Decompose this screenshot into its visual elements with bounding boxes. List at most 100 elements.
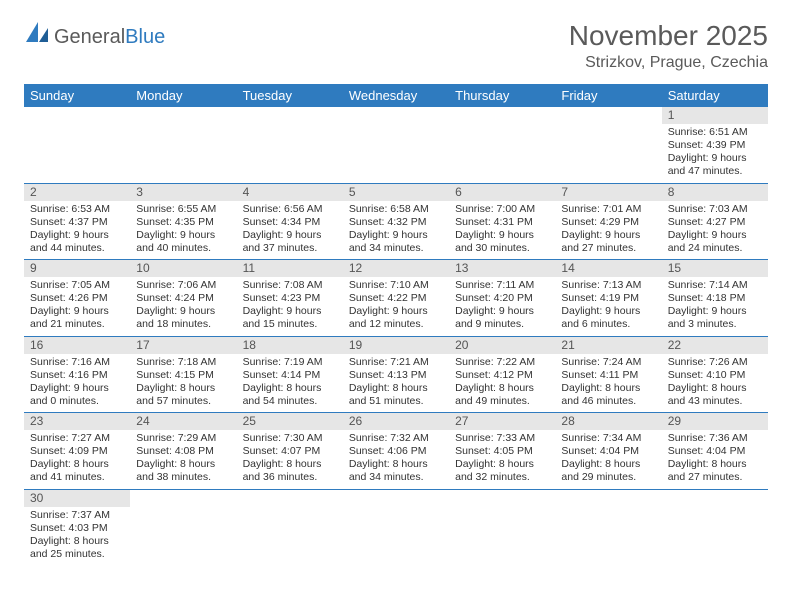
day-body: Sunrise: 7:29 AMSunset: 4:08 PMDaylight:… (130, 430, 236, 489)
day-number: 12 (343, 260, 449, 277)
calendar-cell (555, 489, 661, 565)
calendar-cell: 12Sunrise: 7:10 AMSunset: 4:22 PMDayligh… (343, 260, 449, 337)
sunrise-line: Sunrise: 7:14 AM (668, 279, 762, 292)
sunset-line: Sunset: 4:04 PM (561, 445, 655, 458)
daylight-line: Daylight: 9 hours and 24 minutes. (668, 229, 762, 255)
calendar-cell: 20Sunrise: 7:22 AMSunset: 4:12 PMDayligh… (449, 336, 555, 413)
calendar-cell (555, 107, 661, 183)
daylight-line: Daylight: 9 hours and 30 minutes. (455, 229, 549, 255)
sunset-line: Sunset: 4:34 PM (243, 216, 337, 229)
calendar-cell: 24Sunrise: 7:29 AMSunset: 4:08 PMDayligh… (130, 413, 236, 490)
day-body: Sunrise: 7:14 AMSunset: 4:18 PMDaylight:… (662, 277, 768, 336)
calendar-cell (449, 489, 555, 565)
day-number: 11 (237, 260, 343, 277)
sunset-line: Sunset: 4:32 PM (349, 216, 443, 229)
day-number: 21 (555, 337, 661, 354)
calendar-cell: 15Sunrise: 7:14 AMSunset: 4:18 PMDayligh… (662, 260, 768, 337)
day-number: 22 (662, 337, 768, 354)
calendar-cell (237, 107, 343, 183)
calendar-cell: 16Sunrise: 7:16 AMSunset: 4:16 PMDayligh… (24, 336, 130, 413)
sunrise-line: Sunrise: 7:08 AM (243, 279, 337, 292)
sunrise-line: Sunrise: 7:27 AM (30, 432, 124, 445)
calendar-cell: 18Sunrise: 7:19 AMSunset: 4:14 PMDayligh… (237, 336, 343, 413)
calendar-cell: 11Sunrise: 7:08 AMSunset: 4:23 PMDayligh… (237, 260, 343, 337)
sunset-line: Sunset: 4:05 PM (455, 445, 549, 458)
sunrise-line: Sunrise: 7:29 AM (136, 432, 230, 445)
calendar-body: 1Sunrise: 6:51 AMSunset: 4:39 PMDaylight… (24, 107, 768, 565)
sunset-line: Sunset: 4:15 PM (136, 369, 230, 382)
calendar-cell (130, 489, 236, 565)
sunset-line: Sunset: 4:22 PM (349, 292, 443, 305)
calendar-cell: 27Sunrise: 7:33 AMSunset: 4:05 PMDayligh… (449, 413, 555, 490)
weekday-header: Monday (130, 84, 236, 107)
calendar-table: SundayMondayTuesdayWednesdayThursdayFrid… (24, 84, 768, 565)
daylight-line: Daylight: 9 hours and 3 minutes. (668, 305, 762, 331)
calendar-cell (662, 489, 768, 565)
daylight-line: Daylight: 8 hours and 25 minutes. (30, 535, 124, 561)
day-number: 8 (662, 184, 768, 201)
sunrise-line: Sunrise: 7:10 AM (349, 279, 443, 292)
sunset-line: Sunset: 4:29 PM (561, 216, 655, 229)
day-number: 19 (343, 337, 449, 354)
calendar-cell: 9Sunrise: 7:05 AMSunset: 4:26 PMDaylight… (24, 260, 130, 337)
title-block: November 2025 Strizkov, Prague, Czechia (569, 20, 768, 72)
day-number: 7 (555, 184, 661, 201)
day-number: 16 (24, 337, 130, 354)
sunset-line: Sunset: 4:35 PM (136, 216, 230, 229)
calendar-row: 1Sunrise: 6:51 AMSunset: 4:39 PMDaylight… (24, 107, 768, 183)
page-title: November 2025 (569, 20, 768, 52)
day-number: 24 (130, 413, 236, 430)
daylight-line: Daylight: 8 hours and 29 minutes. (561, 458, 655, 484)
day-body: Sunrise: 7:24 AMSunset: 4:11 PMDaylight:… (555, 354, 661, 413)
header: GeneralBlue November 2025 Strizkov, Prag… (24, 20, 768, 72)
calendar-row: 30Sunrise: 7:37 AMSunset: 4:03 PMDayligh… (24, 489, 768, 565)
day-number: 9 (24, 260, 130, 277)
day-body: Sunrise: 6:55 AMSunset: 4:35 PMDaylight:… (130, 201, 236, 260)
sunset-line: Sunset: 4:08 PM (136, 445, 230, 458)
day-number: 27 (449, 413, 555, 430)
sunrise-line: Sunrise: 7:11 AM (455, 279, 549, 292)
day-body: Sunrise: 7:19 AMSunset: 4:14 PMDaylight:… (237, 354, 343, 413)
sunset-line: Sunset: 4:16 PM (30, 369, 124, 382)
calendar-row: 9Sunrise: 7:05 AMSunset: 4:26 PMDaylight… (24, 260, 768, 337)
calendar-cell: 8Sunrise: 7:03 AMSunset: 4:27 PMDaylight… (662, 183, 768, 260)
weekday-header: Wednesday (343, 84, 449, 107)
day-number: 2 (24, 184, 130, 201)
day-body: Sunrise: 6:53 AMSunset: 4:37 PMDaylight:… (24, 201, 130, 260)
daylight-line: Daylight: 9 hours and 15 minutes. (243, 305, 337, 331)
daylight-line: Daylight: 8 hours and 27 minutes. (668, 458, 762, 484)
sunrise-line: Sunrise: 6:55 AM (136, 203, 230, 216)
calendar-cell: 22Sunrise: 7:26 AMSunset: 4:10 PMDayligh… (662, 336, 768, 413)
weekday-header: Thursday (449, 84, 555, 107)
day-body: Sunrise: 7:33 AMSunset: 4:05 PMDaylight:… (449, 430, 555, 489)
calendar-cell: 5Sunrise: 6:58 AMSunset: 4:32 PMDaylight… (343, 183, 449, 260)
daylight-line: Daylight: 9 hours and 40 minutes. (136, 229, 230, 255)
day-number: 3 (130, 184, 236, 201)
daylight-line: Daylight: 8 hours and 57 minutes. (136, 382, 230, 408)
sunrise-line: Sunrise: 7:22 AM (455, 356, 549, 369)
day-body: Sunrise: 7:27 AMSunset: 4:09 PMDaylight:… (24, 430, 130, 489)
day-body: Sunrise: 7:26 AMSunset: 4:10 PMDaylight:… (662, 354, 768, 413)
day-number: 5 (343, 184, 449, 201)
sunset-line: Sunset: 4:04 PM (668, 445, 762, 458)
calendar-cell (343, 107, 449, 183)
calendar-cell: 13Sunrise: 7:11 AMSunset: 4:20 PMDayligh… (449, 260, 555, 337)
calendar-head: SundayMondayTuesdayWednesdayThursdayFrid… (24, 84, 768, 107)
logo-text-part2: Blue (125, 26, 165, 48)
day-number: 30 (24, 490, 130, 507)
sunrise-line: Sunrise: 7:13 AM (561, 279, 655, 292)
sunrise-line: Sunrise: 7:26 AM (668, 356, 762, 369)
day-number: 29 (662, 413, 768, 430)
day-body: Sunrise: 7:22 AMSunset: 4:12 PMDaylight:… (449, 354, 555, 413)
calendar-cell (237, 489, 343, 565)
calendar-cell: 28Sunrise: 7:34 AMSunset: 4:04 PMDayligh… (555, 413, 661, 490)
calendar-cell: 25Sunrise: 7:30 AMSunset: 4:07 PMDayligh… (237, 413, 343, 490)
sunset-line: Sunset: 4:14 PM (243, 369, 337, 382)
daylight-line: Daylight: 9 hours and 37 minutes. (243, 229, 337, 255)
day-body: Sunrise: 7:30 AMSunset: 4:07 PMDaylight:… (237, 430, 343, 489)
day-number: 13 (449, 260, 555, 277)
calendar-cell: 17Sunrise: 7:18 AMSunset: 4:15 PMDayligh… (130, 336, 236, 413)
sunset-line: Sunset: 4:19 PM (561, 292, 655, 305)
sunrise-line: Sunrise: 7:16 AM (30, 356, 124, 369)
logo-text-part1: General (54, 26, 125, 48)
